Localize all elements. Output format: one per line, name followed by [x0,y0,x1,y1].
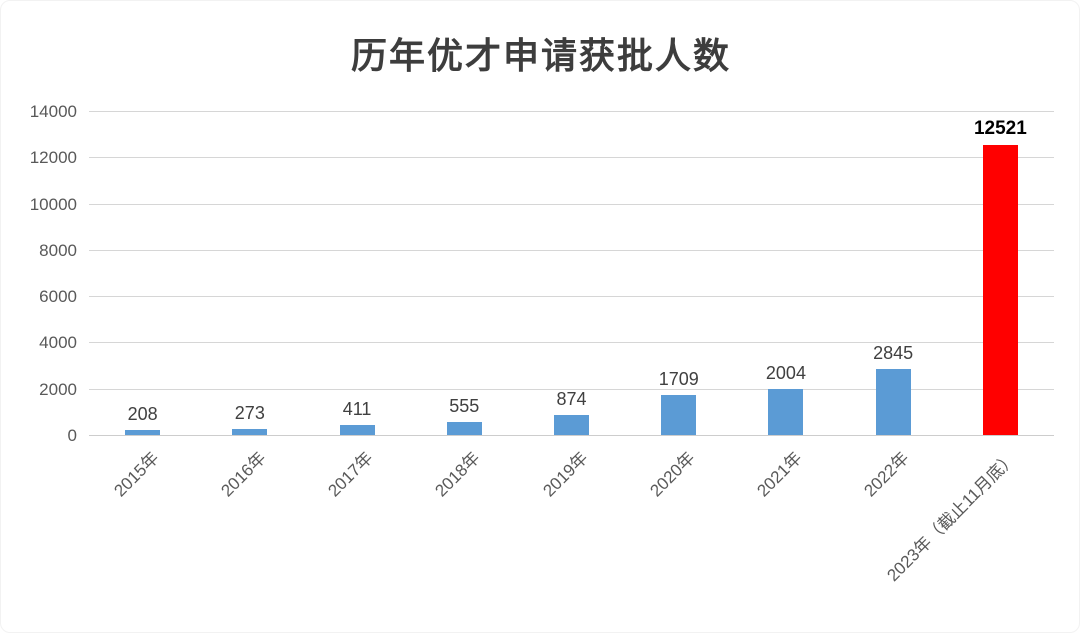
gridline [89,342,1054,344]
bar [554,415,589,435]
gridline [89,435,1054,436]
bar [661,395,697,435]
bar [768,389,804,435]
bar [125,430,161,435]
y-axis-tick-label: 14000 [29,102,77,121]
x-axis-tick-label: 2015年 [110,448,163,501]
y-axis-tick-label: 0 [67,426,77,445]
y-axis-tick-label: 6000 [39,287,77,307]
bar-value-label: 1709 [658,369,699,389]
bar-value-label: 411 [342,399,372,419]
y-axis-tick-label: 4000 [39,333,77,353]
bar-value-label: 2845 [873,343,914,363]
gridline [89,157,1054,159]
y-axis-tick-label: 10000 [29,194,77,214]
x-axis-tick-label: 2020年 [646,448,699,501]
gridline [89,249,1054,251]
bar-value-label: 12521 [973,118,1027,139]
x-axis-tick-label: 2018年 [431,448,485,501]
bar-value-label: 874 [556,389,587,409]
bar-value-label: 208 [127,404,158,424]
y-axis-tick-label: 8000 [39,240,77,260]
x-axis-tick-label: 2021年 [753,448,806,501]
x-axis-tick-label: 2019年 [539,448,592,501]
bar [339,425,375,435]
bar [982,145,1018,435]
bar [446,422,482,435]
bar [232,429,268,435]
chart-title: 历年优才申请获批人数 [350,35,731,76]
x-axis-tick-label: 2016年 [217,448,270,501]
gridline [89,296,1054,298]
bar-value-label: 273 [234,403,265,423]
y-axis-tick-label: 2000 [39,379,77,399]
bar [875,369,911,435]
gridline [89,388,1054,390]
gridline [89,203,1054,205]
y-axis-tick-label: 12000 [29,148,77,168]
x-axis-tick-label: 2022年 [860,448,913,501]
bar-value-label: 555 [449,396,480,416]
x-axis-tick-label: 2017年 [324,448,377,501]
bar-value-label: 2004 [765,363,806,383]
gridline [89,111,1054,112]
